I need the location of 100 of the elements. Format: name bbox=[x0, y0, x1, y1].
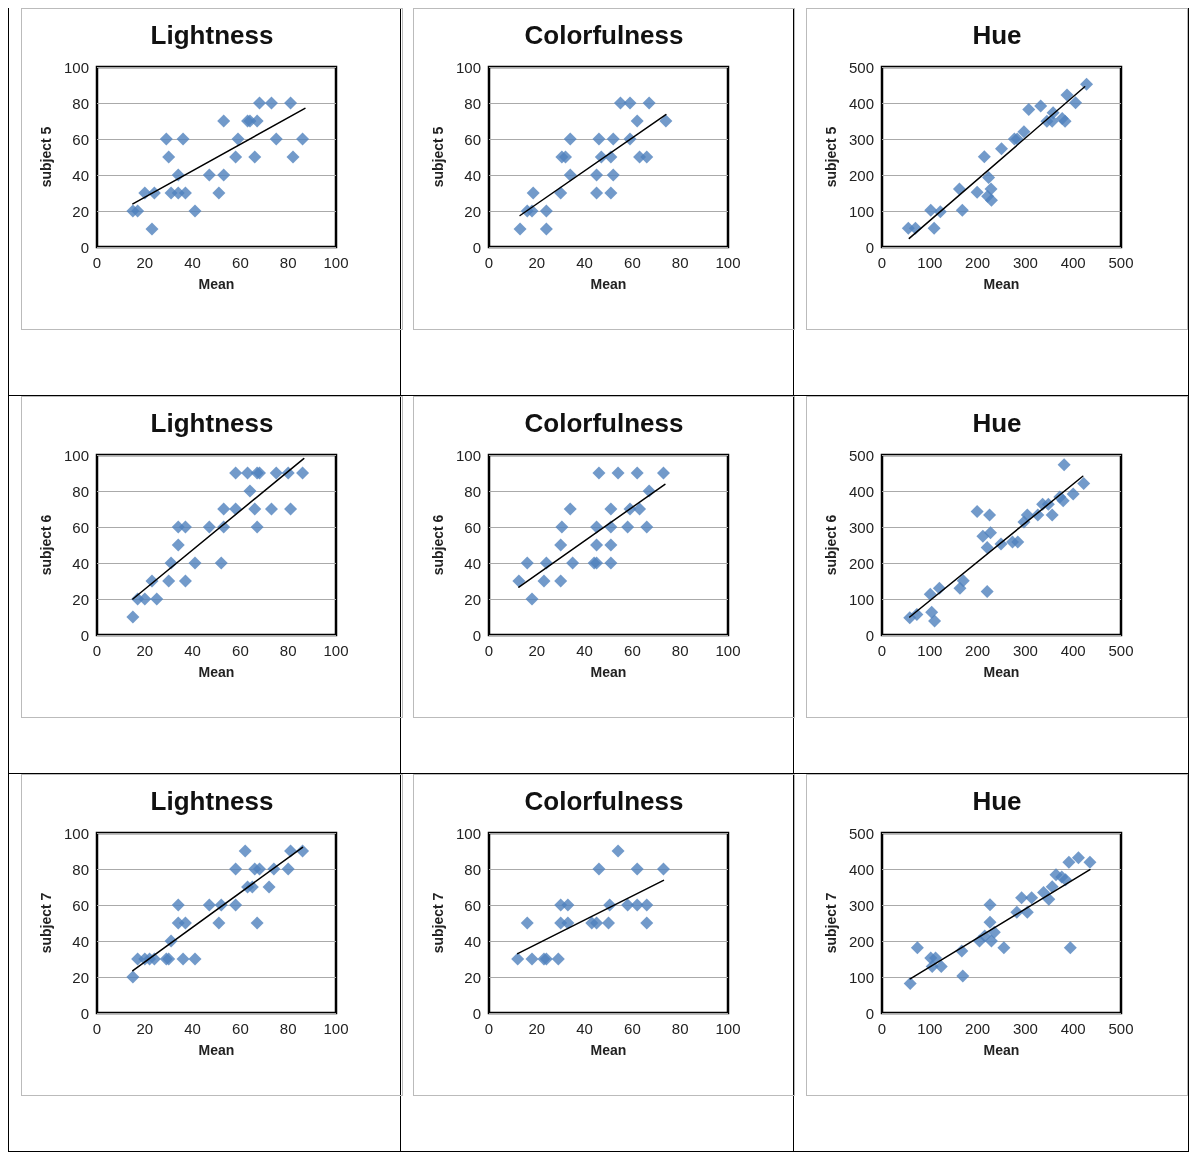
x-tick-label: 400 bbox=[1060, 642, 1086, 659]
y-tick-label: 60 bbox=[72, 130, 89, 148]
chart-title: Lightness bbox=[150, 20, 274, 50]
x-axis-title: Mean bbox=[983, 276, 1020, 292]
y-tick-label: 200 bbox=[848, 932, 874, 950]
x-axis-title: Mean bbox=[983, 664, 1020, 680]
y-tick-label: 0 bbox=[80, 238, 89, 256]
x-tick-label: 60 bbox=[232, 1020, 249, 1037]
chart-title: Hue bbox=[972, 408, 1022, 438]
y-tick-label: 80 bbox=[464, 860, 481, 878]
x-tick-label: 20 bbox=[136, 254, 154, 271]
x-tick-label: 20 bbox=[136, 642, 154, 659]
y-tick-label: 20 bbox=[464, 590, 481, 608]
x-tick-label: 40 bbox=[576, 642, 593, 659]
y-tick-label: 100 bbox=[848, 968, 874, 986]
y-tick-label: 500 bbox=[848, 446, 874, 464]
y-tick-label: 40 bbox=[464, 166, 481, 184]
x-tick-label: 60 bbox=[624, 254, 641, 271]
x-tick-label: 0 bbox=[877, 642, 887, 659]
x-tick-label: 80 bbox=[279, 1020, 297, 1037]
x-axis-title: Mean bbox=[198, 664, 235, 680]
y-tick-label: 80 bbox=[72, 482, 89, 500]
chart-title: Hue bbox=[972, 786, 1022, 816]
x-axis-title: Mean bbox=[590, 276, 627, 292]
x-tick-label: 100 bbox=[323, 1020, 349, 1037]
y-tick-label: 100 bbox=[848, 590, 874, 608]
chart-title: Hue bbox=[972, 20, 1022, 50]
y-tick-label: 400 bbox=[848, 482, 874, 500]
x-tick-label: 500 bbox=[1108, 1020, 1134, 1037]
y-tick-label: 0 bbox=[472, 626, 481, 644]
y-tick-label: 20 bbox=[464, 968, 481, 986]
x-tick-label: 80 bbox=[671, 254, 689, 271]
y-tick-label: 0 bbox=[865, 626, 874, 644]
x-tick-label: 0 bbox=[92, 1020, 102, 1037]
y-tick-label: 0 bbox=[865, 238, 874, 256]
x-tick-label: 100 bbox=[323, 254, 349, 271]
y-tick-label: 100 bbox=[63, 824, 89, 842]
y-tick-label: 60 bbox=[464, 518, 481, 536]
x-tick-label: 0 bbox=[92, 642, 102, 659]
y-tick-label: 300 bbox=[848, 130, 874, 148]
y-tick-label: 80 bbox=[72, 94, 89, 112]
x-tick-label: 40 bbox=[576, 1020, 593, 1037]
x-tick-label: 0 bbox=[92, 254, 102, 271]
x-tick-label: 500 bbox=[1108, 642, 1134, 659]
x-tick-label: 20 bbox=[528, 642, 546, 659]
y-tick-label: 60 bbox=[72, 518, 89, 536]
y-tick-label: 40 bbox=[72, 166, 89, 184]
x-axis-title: Mean bbox=[198, 1042, 235, 1058]
y-tick-label: 40 bbox=[72, 932, 89, 950]
y-tick-label: 100 bbox=[63, 446, 89, 464]
x-tick-label: 20 bbox=[136, 1020, 154, 1037]
y-tick-label: 20 bbox=[464, 202, 481, 220]
x-tick-label: 300 bbox=[1012, 1020, 1038, 1037]
x-tick-label: 500 bbox=[1108, 254, 1134, 271]
y-tick-label: 80 bbox=[464, 94, 481, 112]
y-tick-label: 0 bbox=[472, 1004, 481, 1022]
x-tick-label: 100 bbox=[715, 1020, 741, 1037]
y-tick-label: 40 bbox=[464, 932, 481, 950]
x-tick-label: 80 bbox=[279, 254, 297, 271]
y-tick-label: 0 bbox=[865, 1004, 874, 1022]
x-tick-label: 40 bbox=[184, 1020, 201, 1037]
x-tick-label: 40 bbox=[576, 254, 593, 271]
y-tick-label: 80 bbox=[464, 482, 481, 500]
y-axis-title: subject 5 bbox=[823, 126, 839, 188]
x-tick-label: 40 bbox=[184, 642, 201, 659]
y-tick-label: 0 bbox=[80, 626, 89, 644]
y-tick-label: 100 bbox=[455, 446, 481, 464]
chart-title: Colorfulness bbox=[524, 20, 684, 50]
x-tick-label: 200 bbox=[965, 1020, 991, 1037]
x-axis-title: Mean bbox=[590, 664, 627, 680]
x-tick-label: 200 bbox=[965, 642, 991, 659]
x-tick-label: 60 bbox=[232, 254, 249, 271]
x-tick-label: 100 bbox=[715, 642, 741, 659]
chart-title: Colorfulness bbox=[524, 408, 684, 438]
y-tick-label: 500 bbox=[848, 824, 874, 842]
x-tick-label: 100 bbox=[917, 254, 943, 271]
x-tick-label: 20 bbox=[528, 254, 546, 271]
x-tick-label: 100 bbox=[917, 642, 943, 659]
y-tick-label: 60 bbox=[464, 896, 481, 914]
x-tick-label: 0 bbox=[877, 254, 887, 271]
y-tick-label: 40 bbox=[72, 554, 89, 572]
y-tick-label: 60 bbox=[72, 896, 89, 914]
chart-title: Lightness bbox=[150, 408, 274, 438]
y-tick-label: 100 bbox=[848, 202, 874, 220]
y-tick-label: 300 bbox=[848, 518, 874, 536]
x-tick-label: 80 bbox=[671, 642, 689, 659]
y-axis-title: subject 7 bbox=[430, 892, 446, 954]
y-tick-label: 20 bbox=[72, 590, 89, 608]
y-tick-label: 60 bbox=[464, 130, 481, 148]
y-tick-label: 400 bbox=[848, 94, 874, 112]
x-axis-title: Mean bbox=[983, 1042, 1020, 1058]
x-tick-label: 300 bbox=[1012, 642, 1038, 659]
x-tick-label: 60 bbox=[624, 1020, 641, 1037]
y-axis-title: subject 5 bbox=[430, 126, 446, 188]
y-tick-label: 300 bbox=[848, 896, 874, 914]
y-tick-label: 20 bbox=[72, 968, 89, 986]
y-axis-title: subject 7 bbox=[38, 892, 54, 954]
x-axis-title: Mean bbox=[198, 276, 235, 292]
x-tick-label: 300 bbox=[1012, 254, 1038, 271]
x-tick-label: 0 bbox=[484, 254, 494, 271]
